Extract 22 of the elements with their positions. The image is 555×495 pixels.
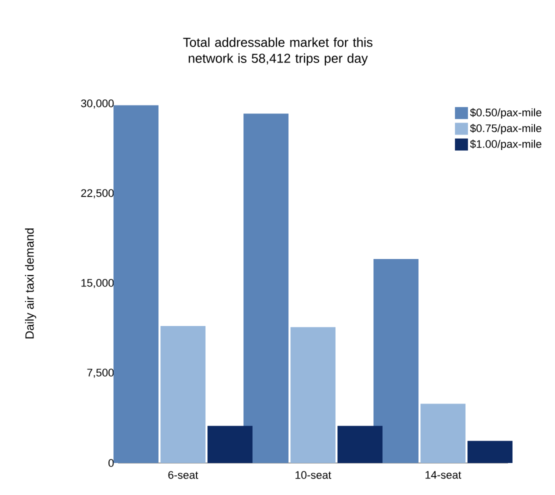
x-tick-label: 14-seat <box>426 471 462 479</box>
bar <box>114 105 158 463</box>
x-tick-label: 10-seat <box>296 471 332 479</box>
bar <box>338 426 383 463</box>
bar <box>374 258 419 463</box>
y-tick-label: 15,000 <box>81 278 114 288</box>
bar <box>468 440 513 463</box>
bar <box>160 326 206 463</box>
y-tick-label: 30,000 <box>81 99 114 109</box>
bar <box>208 426 253 463</box>
bar <box>420 404 466 463</box>
y-tick-label: 0 <box>108 459 114 467</box>
legend-label: $0.50/pax-mile <box>470 108 542 119</box>
chart-title: Total addressable market for this network is 58,412 trips per day <box>183 37 372 66</box>
bar <box>244 114 289 463</box>
y-tick-label: 22,500 <box>81 189 114 198</box>
legend-label: $1.00/pax-mile <box>470 140 542 150</box>
x-tick-label: 6-seat <box>168 471 198 479</box>
legend-label: $0.75/pax-mile <box>470 124 542 134</box>
y-tick-label: 7,500 <box>87 368 114 378</box>
bar <box>290 327 336 463</box>
y-axis-title: Daily air taxi demand <box>25 228 36 338</box>
